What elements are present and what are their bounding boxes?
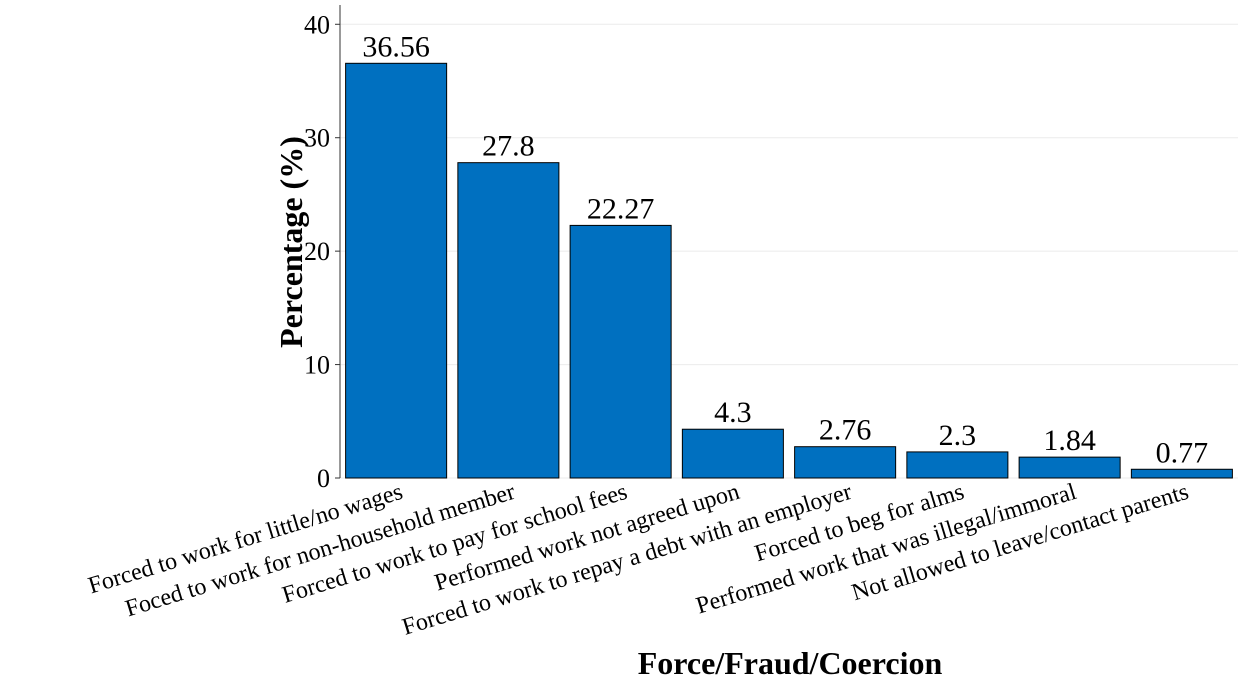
data-label: 22.27: [587, 192, 655, 225]
bar: [1130, 468, 1233, 479]
bar: [906, 451, 1009, 479]
bar: [569, 224, 672, 479]
y-tick-label: 30: [304, 124, 330, 153]
data-label: 0.77: [1156, 436, 1209, 469]
y-tick-label: 0: [317, 464, 330, 493]
data-label: 2.3: [939, 419, 977, 452]
bar: [457, 162, 560, 479]
data-label: 27.8: [482, 130, 535, 163]
y-tick-label: 10: [304, 351, 330, 380]
data-label: 4.3: [714, 396, 752, 429]
y-axis-label: Percentage (%): [273, 136, 309, 348]
y-tick-label: 20: [304, 237, 330, 266]
bar: [345, 62, 448, 479]
bar: [794, 446, 897, 479]
bar: [681, 428, 784, 479]
data-label: 1.84: [1043, 424, 1096, 457]
data-label: 2.76: [819, 414, 872, 447]
data-label: 36.56: [362, 30, 430, 63]
bar: [1018, 456, 1121, 479]
y-tick-label: 40: [304, 10, 330, 39]
x-axis-label: Force/Fraud/Coercion: [638, 645, 943, 681]
